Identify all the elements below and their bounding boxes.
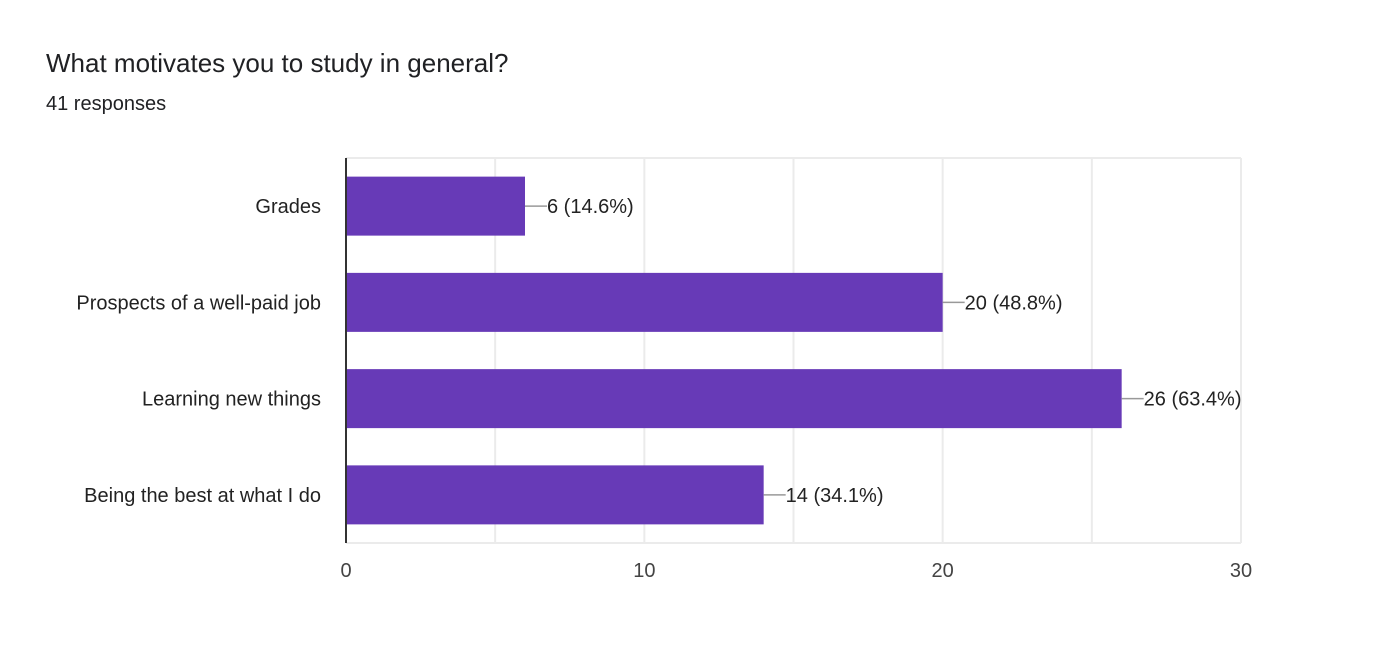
x-tick-label: 20: [932, 560, 954, 582]
x-tick-label: 10: [633, 560, 655, 582]
x-tick-label: 0: [340, 560, 351, 582]
x-tick-label: 30: [1230, 560, 1252, 582]
chart-title: What motivates you to study in general?: [46, 48, 509, 78]
bar-1: [346, 272, 943, 332]
data-label: 6 (14.6%): [547, 196, 634, 218]
bar-2: [346, 369, 1122, 429]
category-label: Being the best at what I do: [84, 485, 321, 507]
bar-3: [346, 465, 764, 525]
category-label: Prospects of a well-paid job: [76, 292, 321, 314]
data-label: 26 (63.4%): [1144, 389, 1242, 411]
data-label: 14 (34.1%): [786, 485, 884, 507]
bar-0: [346, 176, 525, 236]
category-label: Learning new things: [142, 389, 321, 411]
category-label: Grades: [255, 196, 321, 218]
data-label: 20 (48.8%): [965, 292, 1063, 314]
response-count: 41 responses: [46, 93, 167, 115]
